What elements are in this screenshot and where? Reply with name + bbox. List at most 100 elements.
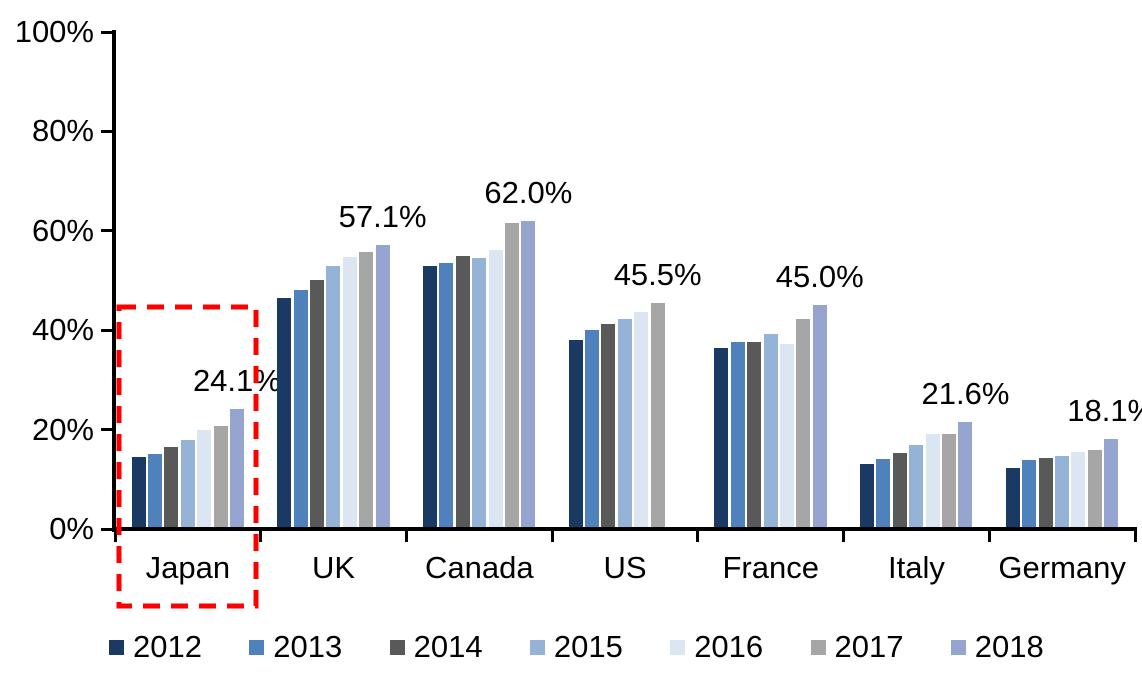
legend-item-2013: 2013 <box>249 629 342 665</box>
legend-label-2014: 2014 <box>413 629 483 664</box>
y-tick-40 <box>101 328 113 332</box>
legend-swatch-2014 <box>389 639 405 655</box>
bar-germany-2017 <box>1087 450 1102 529</box>
legend-label-2012: 2012 <box>133 629 202 664</box>
legend-item-2018: 2018 <box>950 629 1044 665</box>
bar-us-2014 <box>601 324 616 529</box>
bar-germany-2012 <box>1005 468 1020 529</box>
y-tick-100 <box>101 30 113 34</box>
bar-japan-2014 <box>164 447 179 529</box>
value-label-uk: 57.1% <box>338 199 427 234</box>
y-axis-label-60: 60% <box>31 212 94 248</box>
legend-label-2018: 2018 <box>974 629 1044 664</box>
x-tick-4 <box>696 527 700 542</box>
bar-uk-2017 <box>359 252 374 529</box>
category-label-germany: Germany <box>998 550 1126 585</box>
bar-canada-2012 <box>422 266 437 529</box>
value-label-italy: 21.6% <box>921 376 1010 411</box>
legend-swatch-2015 <box>529 639 545 655</box>
legend-label-2016: 2016 <box>694 629 764 664</box>
bar-france-2015 <box>763 334 778 529</box>
bar-us-2015 <box>617 319 632 529</box>
bar-japan-2017 <box>213 426 228 529</box>
bar-germany-2016 <box>1071 452 1086 529</box>
bar-italy-2015 <box>909 445 924 529</box>
legend-swatch-2017 <box>810 639 826 655</box>
legend-item-2017: 2017 <box>810 629 904 665</box>
bar-uk-2014 <box>310 280 324 529</box>
bar-japan-2016 <box>197 430 212 529</box>
bar-france-2013 <box>730 342 745 529</box>
y-axis-label-20: 20% <box>31 411 94 447</box>
bar-italy-2017 <box>942 434 957 529</box>
legend-swatch-2013 <box>249 639 265 655</box>
legend-swatch-2018 <box>950 639 966 655</box>
bar-us-2016 <box>634 312 649 529</box>
y-tick-20 <box>101 428 113 432</box>
legend-item-2014: 2014 <box>389 629 483 665</box>
bar-italy-2016 <box>925 434 940 529</box>
legend-item-2016: 2016 <box>670 629 763 665</box>
bar-uk-2015 <box>326 266 341 529</box>
bar-canada-2013 <box>439 263 454 529</box>
bar-france-2018 <box>812 305 827 529</box>
legend-swatch-2012 <box>109 639 124 655</box>
bar-france-2014 <box>747 342 762 529</box>
x-tick-0 <box>113 527 117 542</box>
bar-japan-2015 <box>180 440 195 529</box>
bar-uk-2016 <box>342 257 357 529</box>
bar-germany-2014 <box>1038 458 1053 529</box>
bar-uk-2013 <box>293 290 308 529</box>
bar-uk-2012 <box>277 298 292 529</box>
x-tick-3 <box>550 527 554 542</box>
bar-canada-2018 <box>521 221 536 529</box>
bar-canada-2014 <box>455 256 470 529</box>
legend-label-2013: 2013 <box>273 629 343 664</box>
legend-label-2017: 2017 <box>834 629 904 664</box>
bar-germany-2018 <box>1104 439 1119 529</box>
value-label-us: 45.5% <box>613 257 702 292</box>
y-tick-80 <box>101 129 113 133</box>
category-label-italy: Italy <box>887 550 945 585</box>
x-tick-1 <box>259 527 263 542</box>
category-label-canada: Canada <box>424 550 534 585</box>
legend-label-2015: 2015 <box>553 629 623 664</box>
category-label-france: France <box>722 550 819 585</box>
bar-japan-2012 <box>131 457 146 529</box>
y-axis-label-40: 40% <box>31 312 94 348</box>
legend-swatch-2016 <box>670 639 686 655</box>
bar-japan-2018 <box>229 409 244 529</box>
bar-japan-2013 <box>147 454 162 529</box>
category-label-us: US <box>603 550 647 585</box>
legend-item-2012: 2012 <box>109 629 202 665</box>
bar-canada-2016 <box>488 250 503 529</box>
bar-france-2012 <box>714 348 729 529</box>
value-label-germany: 18.1% <box>1067 393 1142 428</box>
y-axis-label-0: 0% <box>49 511 94 546</box>
bar-canada-2015 <box>472 258 487 529</box>
bar-us-2013 <box>585 330 600 529</box>
bar-france-2016 <box>779 344 794 529</box>
bar-italy-2012 <box>860 464 875 529</box>
bar-germany-2013 <box>1022 460 1037 529</box>
x-tick-5 <box>842 527 846 542</box>
legend-item-2015: 2015 <box>529 629 623 665</box>
bar-italy-2013 <box>876 459 891 529</box>
bar-france-2017 <box>796 319 811 529</box>
x-tick-2 <box>404 527 408 542</box>
x-axis-line <box>112 527 1135 531</box>
category-label-japan: Japan <box>145 550 231 585</box>
bar-italy-2014 <box>892 453 907 529</box>
y-axis-label-100: 100% <box>14 14 94 49</box>
bar-canada-2017 <box>504 223 519 529</box>
bar-uk-2018 <box>375 245 390 529</box>
bar-germany-2015 <box>1054 456 1069 529</box>
category-label-uk: UK <box>312 550 356 585</box>
bar-italy-2018 <box>958 422 973 529</box>
bar-us-2012 <box>568 340 583 529</box>
bar-us-2017 <box>650 303 665 529</box>
x-tick-7 <box>1133 527 1137 542</box>
value-label-canada: 62.0% <box>484 175 573 210</box>
y-tick-0 <box>101 527 113 531</box>
